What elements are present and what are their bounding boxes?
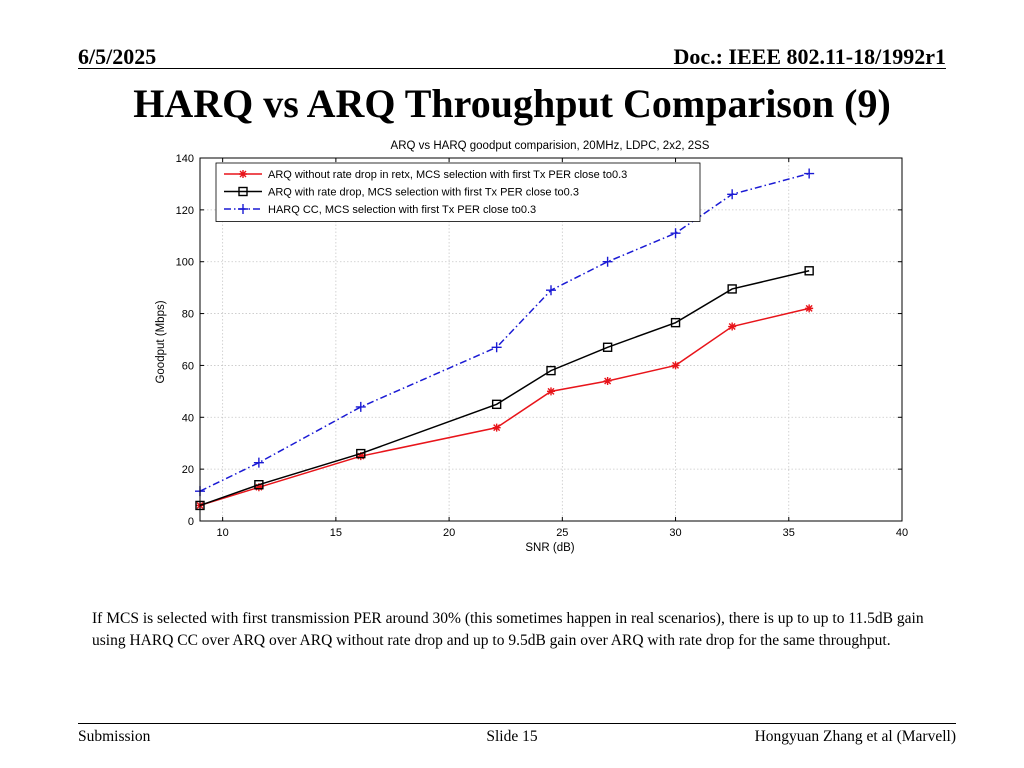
series-2-point — [356, 448, 366, 459]
series-1-line — [199, 307, 810, 507]
x-tick-label: 20 — [443, 527, 455, 539]
legend-entry: ARQ without rate drop in retx, MCS selec… — [268, 169, 627, 181]
footer-divider — [78, 723, 956, 724]
x-tick-label: 15 — [330, 527, 342, 539]
series-1-point — [671, 361, 680, 370]
header-date: 6/5/2025 — [78, 44, 157, 69]
series-1-point — [254, 483, 263, 492]
legend-entry: HARQ CC, MCS selection with first Tx PER… — [268, 204, 536, 216]
footer-submission: Submission — [78, 728, 151, 745]
y-tick-label: 140 — [176, 153, 194, 165]
slide-body-text: If MCS is selected with first transmissi… — [92, 610, 924, 649]
series-2-point — [670, 317, 681, 328]
y-tick-label: 0 — [188, 516, 194, 528]
series-1-point — [356, 452, 365, 461]
x-tick-label: 10 — [217, 527, 229, 539]
plot-frame — [199, 157, 903, 522]
series-3-point — [602, 256, 613, 267]
y-tick-label: 20 — [182, 464, 194, 476]
series-1-point — [603, 376, 612, 385]
x-axis-label: SNR (dB) — [525, 542, 574, 554]
x-tick-label: 30 — [669, 527, 681, 539]
legend-swatch-marker — [238, 204, 248, 214]
series-3-point — [670, 228, 681, 239]
y-tick-label: 120 — [176, 205, 194, 217]
series-3-point — [546, 285, 556, 296]
legend-entry: ARQ with rate drop, MCS selection with f… — [268, 187, 579, 199]
header-doc-id: Doc.: IEEE 802.11-18/1992r1 — [673, 44, 946, 69]
series-2-point — [546, 365, 556, 376]
y-tick-label: 100 — [176, 257, 194, 269]
series-2-point — [254, 480, 264, 490]
legend-swatch-marker — [239, 170, 247, 178]
series-3-point — [804, 168, 815, 179]
series-2-point — [602, 342, 613, 352]
x-tick-label: 35 — [783, 527, 795, 539]
tick-layer: 10 15 20 25 30 35 40 0 20 40 60 80 100 120 140 — [176, 153, 908, 539]
y-axis-label: Goodput (Mbps) — [155, 300, 167, 383]
slide-title: HARQ vs ARQ Throughput Comparison (9) — [133, 81, 891, 126]
series-3-point — [727, 189, 738, 200]
chart-title: ARQ vs HARQ goodput comparision, 20MHz, … — [391, 140, 710, 152]
legend-box — [215, 162, 701, 222]
series-2 — [195, 266, 814, 511]
series-1 — [196, 304, 814, 510]
series-2-point — [727, 284, 737, 294]
goodput-line-chart: ARQ vs HARQ goodput comparision, 20MHz, … — [155, 140, 908, 554]
y-tick-label: 60 — [182, 360, 194, 372]
series-1-point — [492, 423, 501, 432]
series-layer — [195, 168, 815, 511]
series-1-point — [547, 387, 555, 396]
series-1-point — [805, 304, 814, 313]
y-tick-label: 80 — [182, 309, 194, 321]
series-2-line — [199, 270, 810, 507]
series-1-point — [728, 322, 737, 331]
footer-authors: Hongyuan Zhang et al (Marvell) — [754, 728, 956, 745]
footer-slide-number: Slide 15 — [486, 728, 538, 745]
series-2-point — [804, 266, 814, 276]
y-tick-label: 40 — [182, 412, 194, 424]
series-2-point — [491, 399, 502, 410]
legend: ARQ without rate drop in retx, MCS selec… — [215, 162, 701, 222]
series-3-point — [253, 457, 264, 468]
x-tick-label: 25 — [556, 527, 568, 539]
legend-swatch-marker — [238, 186, 248, 197]
header-divider — [78, 68, 946, 69]
series-3-point — [491, 342, 502, 353]
series-3-point — [355, 401, 366, 412]
x-tick-label: 40 — [896, 527, 908, 539]
